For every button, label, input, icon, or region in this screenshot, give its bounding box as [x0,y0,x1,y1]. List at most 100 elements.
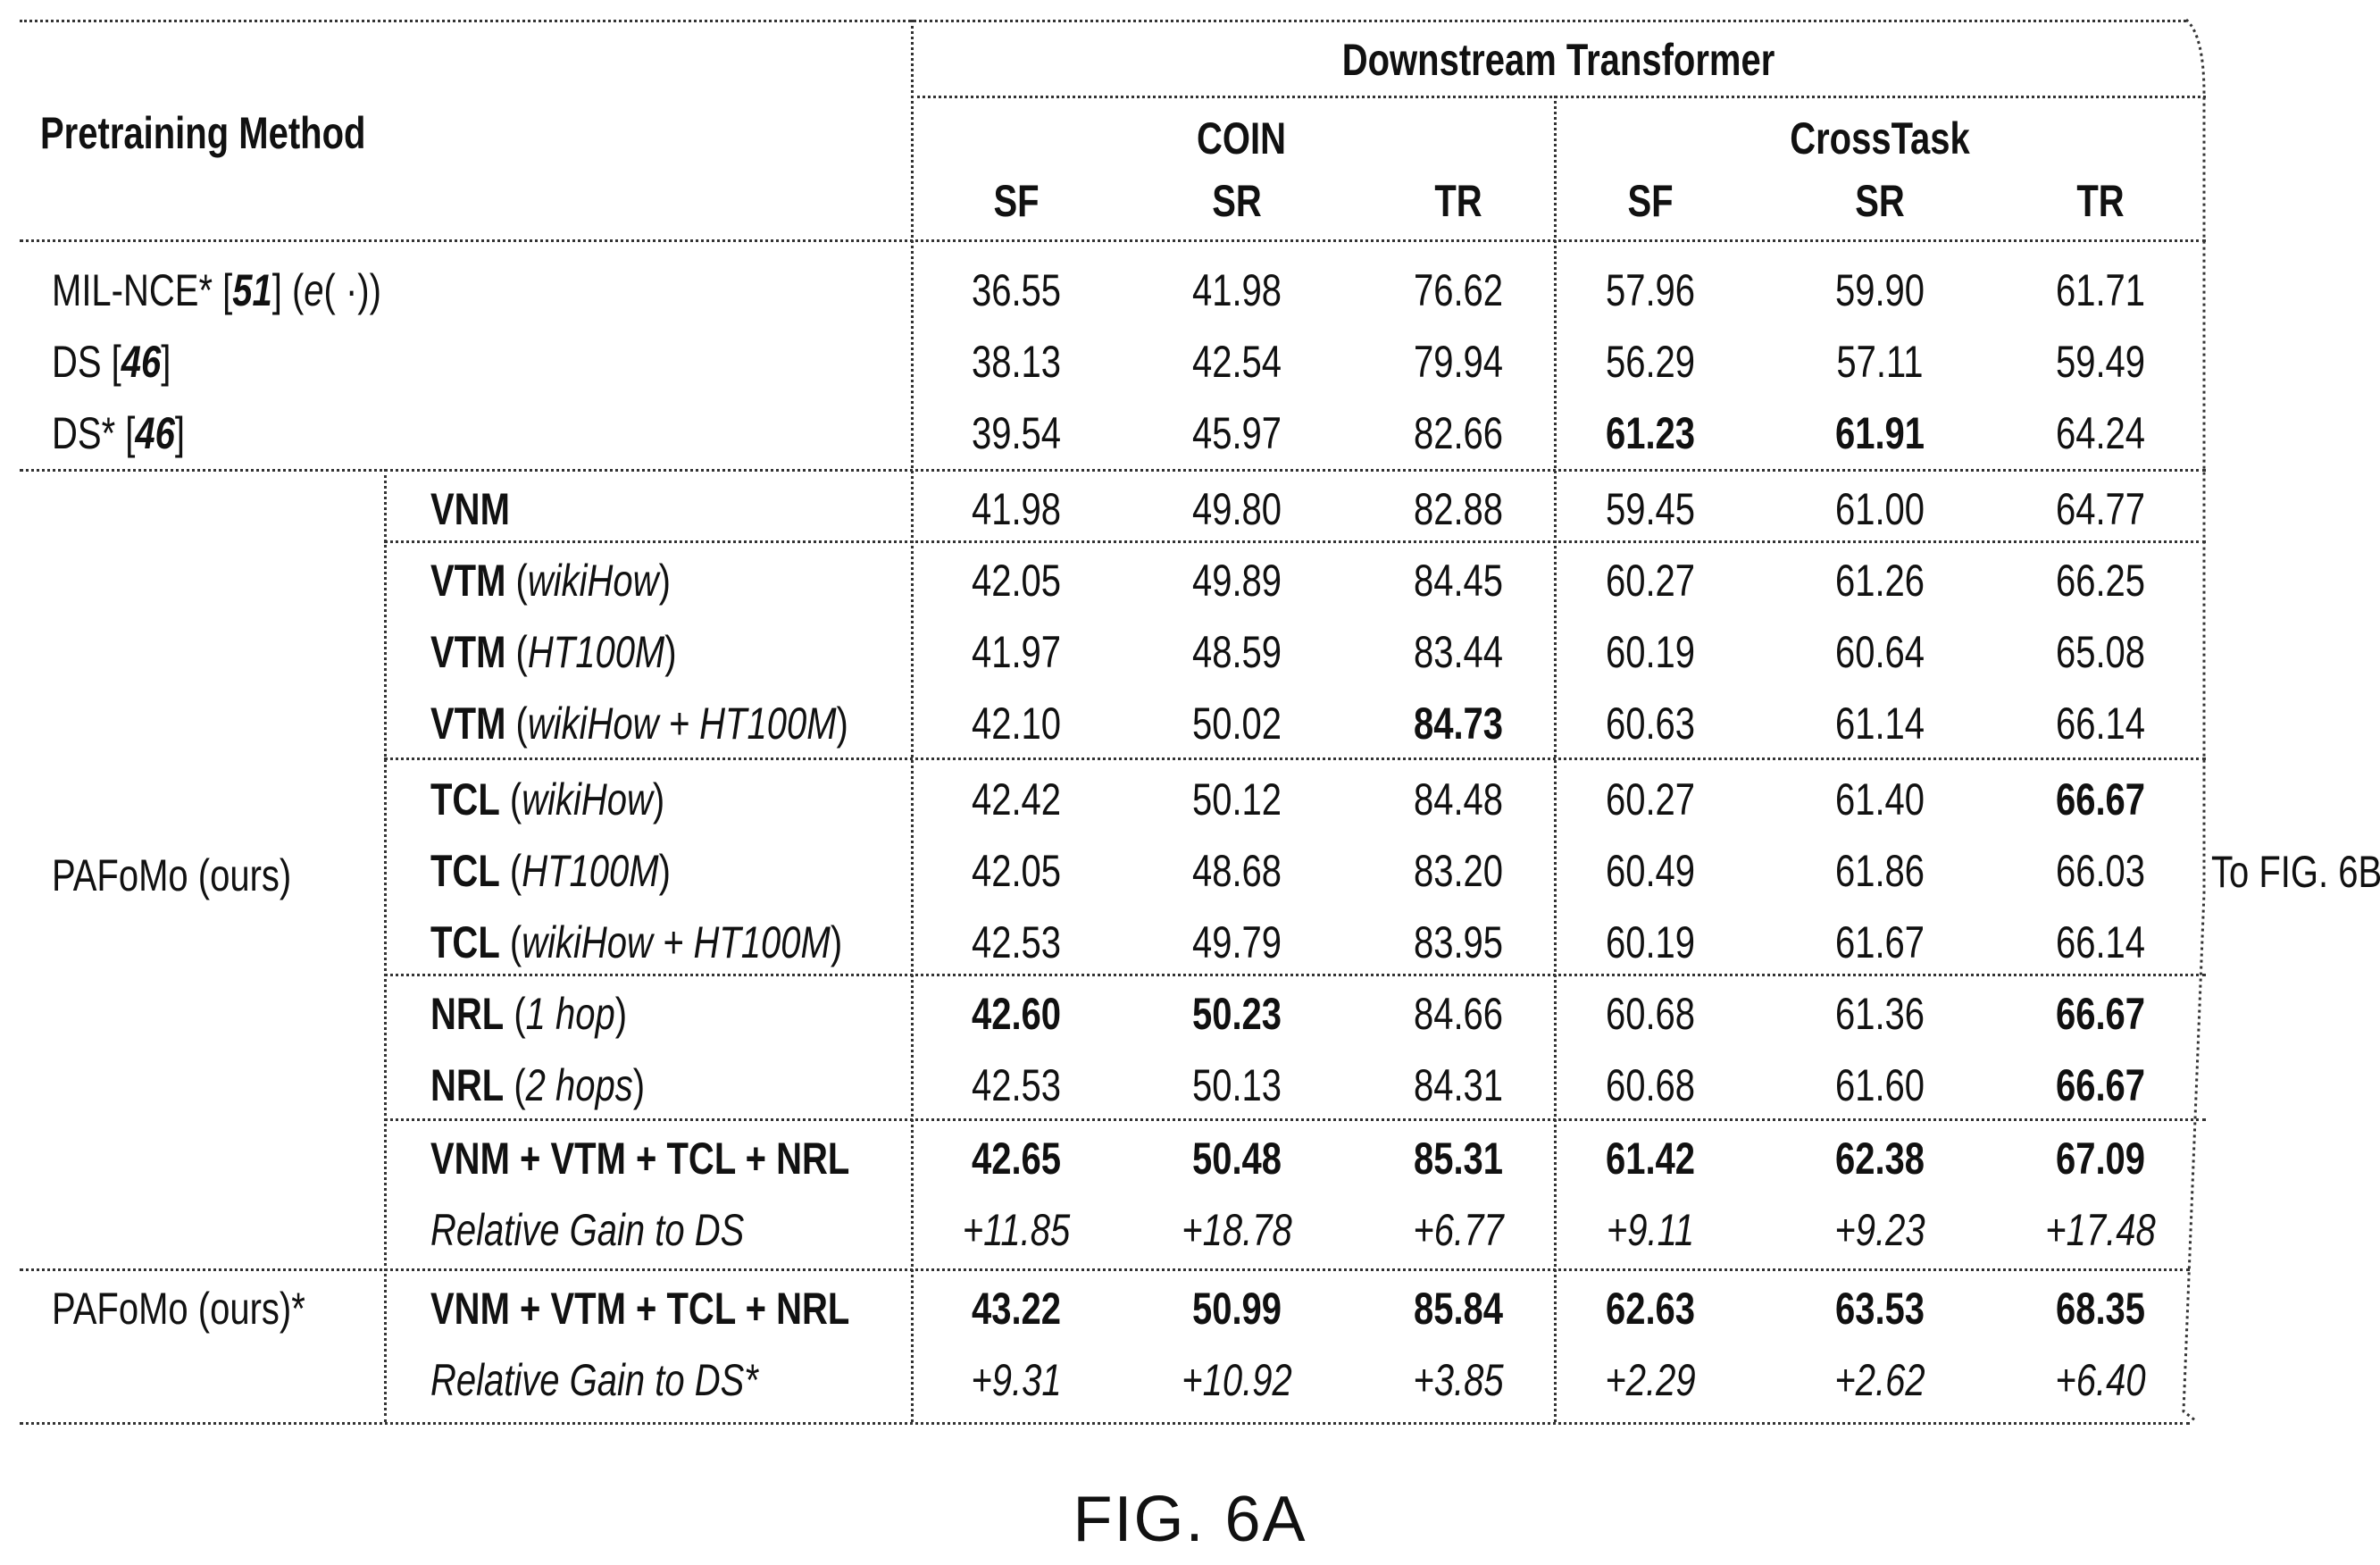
column-divider-group [384,469,387,1422]
table-cell: 49.79 [1191,917,1282,967]
vtm-rule [384,757,2206,760]
method-label-part: VNM + VTM + TCL + NRL [430,1134,850,1184]
table-cell: 84.66 [1413,989,1504,1039]
method-label-part: ( ·)) [323,265,381,315]
table-cell: 64.77 [2055,484,2146,534]
header-metric-sr-coin: SR [1212,176,1262,226]
table-cell: 83.95 [1413,917,1504,967]
method-label-part: VTM [430,627,506,677]
table-cell: 41.98 [1191,265,1282,315]
table-cell: 85.31 [1413,1134,1504,1184]
table-cell: 84.31 [1413,1060,1504,1110]
table-cell: 50.23 [1191,989,1282,1039]
method-label-part: wikiHow + HT100M [522,917,831,967]
group-label-pafomo: PAFoMo (ours) [52,850,292,900]
table-cell: 61.36 [1834,989,1925,1039]
table-cell: 61.40 [1834,774,1925,824]
table-cell: +9.31 [971,1355,1062,1405]
table-cell: 42.05 [971,846,1062,896]
header-sub-rule [911,96,2206,98]
table-cell: 79.94 [1413,337,1504,387]
table-cell: 61.86 [1834,846,1925,896]
table-cell: 50.13 [1191,1060,1282,1110]
table-cell: 61.71 [2055,265,2146,315]
method-label-part: ) [658,846,671,896]
tcl-rule [384,974,2206,976]
table-cell: 42.53 [971,1060,1062,1110]
method-label: TCL (wikiHow) [430,777,664,822]
method-label-part: 51 [232,265,272,315]
table-bottom-rule [20,1422,2190,1425]
method-label-part: DS [ [52,337,121,387]
table-cell: +2.62 [1834,1355,1925,1405]
method-label: DS [46] [52,339,171,384]
method-label: TCL (wikiHow + HT100M) [430,920,842,965]
table-cell: 43.22 [971,1284,1062,1334]
table-cell: 76.62 [1413,265,1504,315]
method-label-part: ] [161,337,171,387]
table-cell: 48.59 [1191,627,1282,677]
nrl-rule [384,1118,2206,1121]
table-cell: 61.14 [1834,699,1925,749]
table-cell: 60.19 [1605,917,1696,967]
method-label-part: Relative Gain to DS* [430,1355,758,1405]
table-cell: 36.55 [971,265,1062,315]
table-cell: 66.14 [2055,699,2146,749]
method-label: VTM (wikiHow) [430,558,671,603]
method-label: VNM + VTM + TCL + NRL [430,1286,849,1331]
figure-caption: FIG. 6A [1073,1484,1307,1555]
header-bottom-rule [20,239,2206,242]
method-label-part: wikiHow + HT100M [527,699,837,749]
table-cell: +9.23 [1834,1205,1925,1255]
table-cell: 42.60 [971,989,1062,1039]
table-cell: +9.11 [1606,1205,1695,1255]
vnm-rule [384,540,2206,543]
method-label-part: VTM [430,699,506,749]
table-cell: 41.98 [971,484,1062,534]
header-metric-tr-coin: TR [1434,176,1482,226]
method-label-part: 2 hops [525,1060,633,1110]
table-cell: 60.64 [1834,627,1925,677]
header-group-coin: COIN [1197,113,1286,163]
method-label-part: ) [658,556,671,606]
table-cell: 48.68 [1191,846,1282,896]
group-label-pafomo-star: PAFoMo (ours)* [52,1284,305,1334]
method-label-part: MIL-NCE* [ [52,265,233,315]
method-label-part: TCL [430,774,500,824]
method-label-part: ( [505,556,528,606]
table-cell: 50.12 [1191,774,1282,824]
table-cell: 84.45 [1413,556,1504,606]
method-label: VTM (wikiHow + HT100M) [430,701,848,746]
table-cell: 38.13 [971,337,1062,387]
column-divider-coin-crosstask [1554,96,1557,1422]
table-cell: 61.23 [1605,408,1696,458]
method-label-part: wikiHow [522,774,653,824]
method-label-part: 1 hop [525,989,615,1039]
method-label: Relative Gain to DS [430,1208,744,1252]
method-label-part: VNM + VTM + TCL + NRL [430,1284,850,1334]
method-label: DS* [46] [52,411,185,456]
method-label: VNM [430,487,510,531]
table-cell: +6.77 [1413,1205,1504,1255]
method-label: TCL (HT100M) [430,849,671,893]
table-cell: 82.66 [1413,408,1504,458]
table-cell: 60.19 [1605,627,1696,677]
method-label-part: NRL [430,1060,505,1110]
method-label-part: ] [174,408,185,458]
table-cell: 50.99 [1191,1284,1282,1334]
table-cell: 49.80 [1191,484,1282,534]
method-label-part: TCL [430,917,500,967]
table-cell: 59.45 [1605,484,1696,534]
ours-section-rule [20,1268,2190,1271]
method-label: Relative Gain to DS* [430,1358,758,1402]
method-label-part: ( [499,846,522,896]
table-cell: 83.20 [1413,846,1504,896]
method-label-part: TCL [430,846,500,896]
table-cell: 63.53 [1834,1284,1925,1334]
method-label: VTM (HT100M) [430,630,677,674]
table-cell: 60.63 [1605,699,1696,749]
method-label: NRL (2 hops) [430,1063,645,1108]
method-label-part: 46 [135,408,175,458]
method-label: NRL (1 hop) [430,992,627,1036]
table-cell: 60.68 [1605,1060,1696,1110]
